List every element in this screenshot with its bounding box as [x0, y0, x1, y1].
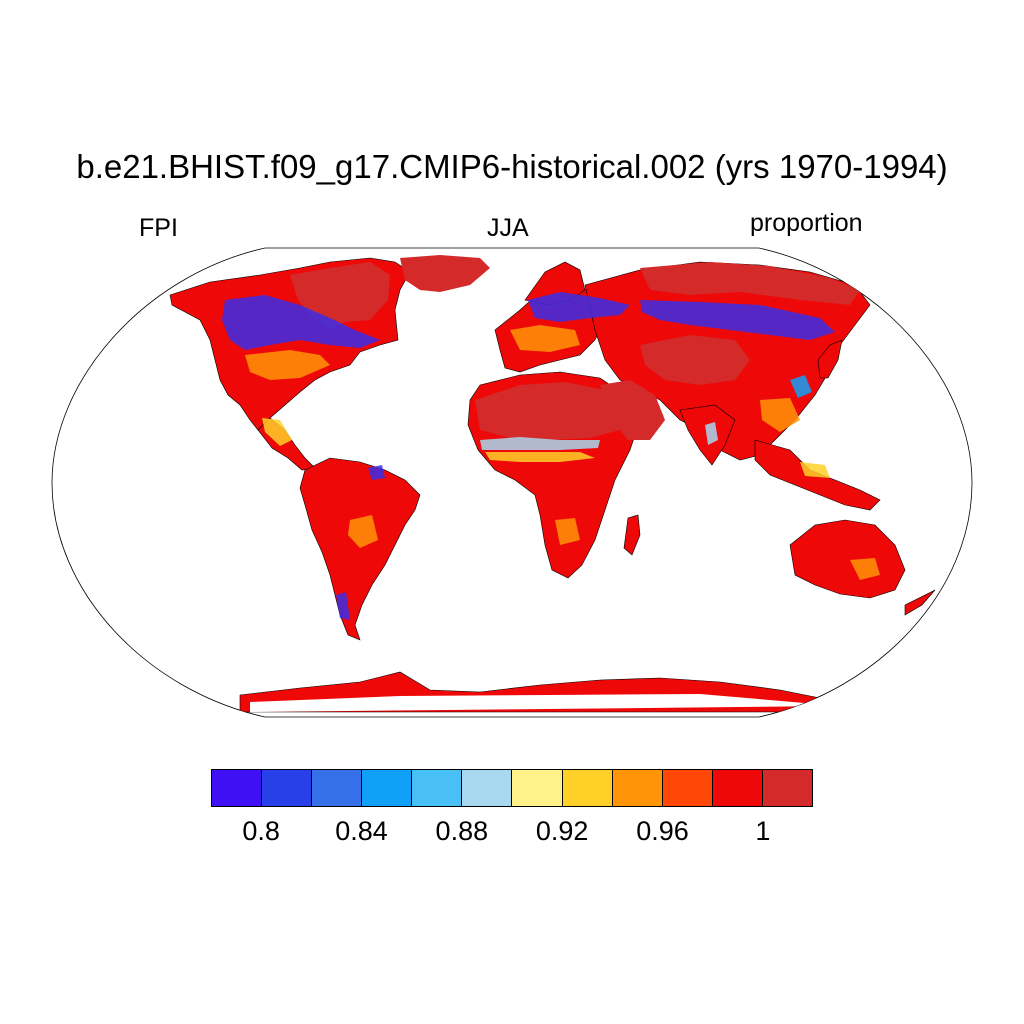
plot-title: b.e21.BHIST.f09_g17.CMIP6-historical.002…	[76, 148, 948, 185]
field-patch-orange-south-africa	[555, 518, 580, 545]
colorbar-cell	[362, 770, 413, 806]
colorbar-tick-label: 0.84	[335, 816, 388, 846]
season-label: JJA	[487, 214, 529, 242]
variable-label: FPI	[139, 214, 178, 242]
field-patch-low-amazon	[368, 465, 385, 480]
field-patch-low-patagonia	[336, 592, 350, 620]
sahara	[475, 382, 625, 440]
colorbar-tick-label: 1	[755, 816, 771, 846]
colorbar-cell	[612, 770, 663, 806]
colorbar-tick-label: 0.88	[435, 816, 489, 846]
field-patch-yellow-se-asia	[800, 462, 830, 478]
arabia	[600, 380, 665, 440]
field-patch-orange-east-asia	[760, 398, 800, 432]
australia	[789, 519, 906, 599]
field-patch-yellow-mexico	[262, 418, 292, 446]
madagascar	[623, 514, 641, 556]
colorbar-cell	[712, 770, 763, 806]
colorbar-cell	[662, 770, 713, 806]
field-patch-low-siberia	[640, 300, 835, 340]
colorbar-cell	[512, 770, 563, 806]
new-zealand	[904, 589, 936, 616]
field-patch-orange-na-east	[245, 350, 330, 380]
central-asia-high	[640, 335, 750, 385]
antarctica-interior	[250, 694, 840, 712]
colorbar-cell	[412, 770, 463, 806]
colorbar	[211, 769, 813, 807]
field-patch-low-north-america	[222, 295, 380, 350]
field-patch-mid-asia	[790, 375, 812, 398]
south-america	[299, 457, 421, 641]
colorbar-cell	[262, 770, 313, 806]
japan	[817, 339, 843, 379]
field-patch-yellow-sahel	[485, 452, 595, 462]
colorbar-cell	[562, 770, 613, 806]
colorbar-cell	[762, 770, 812, 806]
colorbar-cell	[212, 770, 263, 806]
field-patch-light-sahel	[480, 437, 600, 450]
colorbar-tick-label: 0.8	[242, 816, 280, 846]
field-patch-orange-australia	[850, 558, 880, 580]
colorbar-cell	[462, 770, 513, 806]
units-label: proportion	[750, 209, 863, 237]
field-patch-low-europe	[528, 292, 630, 322]
field-patch-orange-south-america	[348, 515, 378, 548]
siberia-high	[640, 262, 860, 305]
colorbar-cell	[312, 770, 363, 806]
colorbar-tick-label: 0.92	[535, 816, 589, 846]
colorbar-tick-label: 0.96	[636, 816, 689, 846]
field-patch-light-india	[705, 422, 718, 445]
greenland	[400, 255, 490, 292]
field-patch-orange-europe	[510, 325, 580, 352]
